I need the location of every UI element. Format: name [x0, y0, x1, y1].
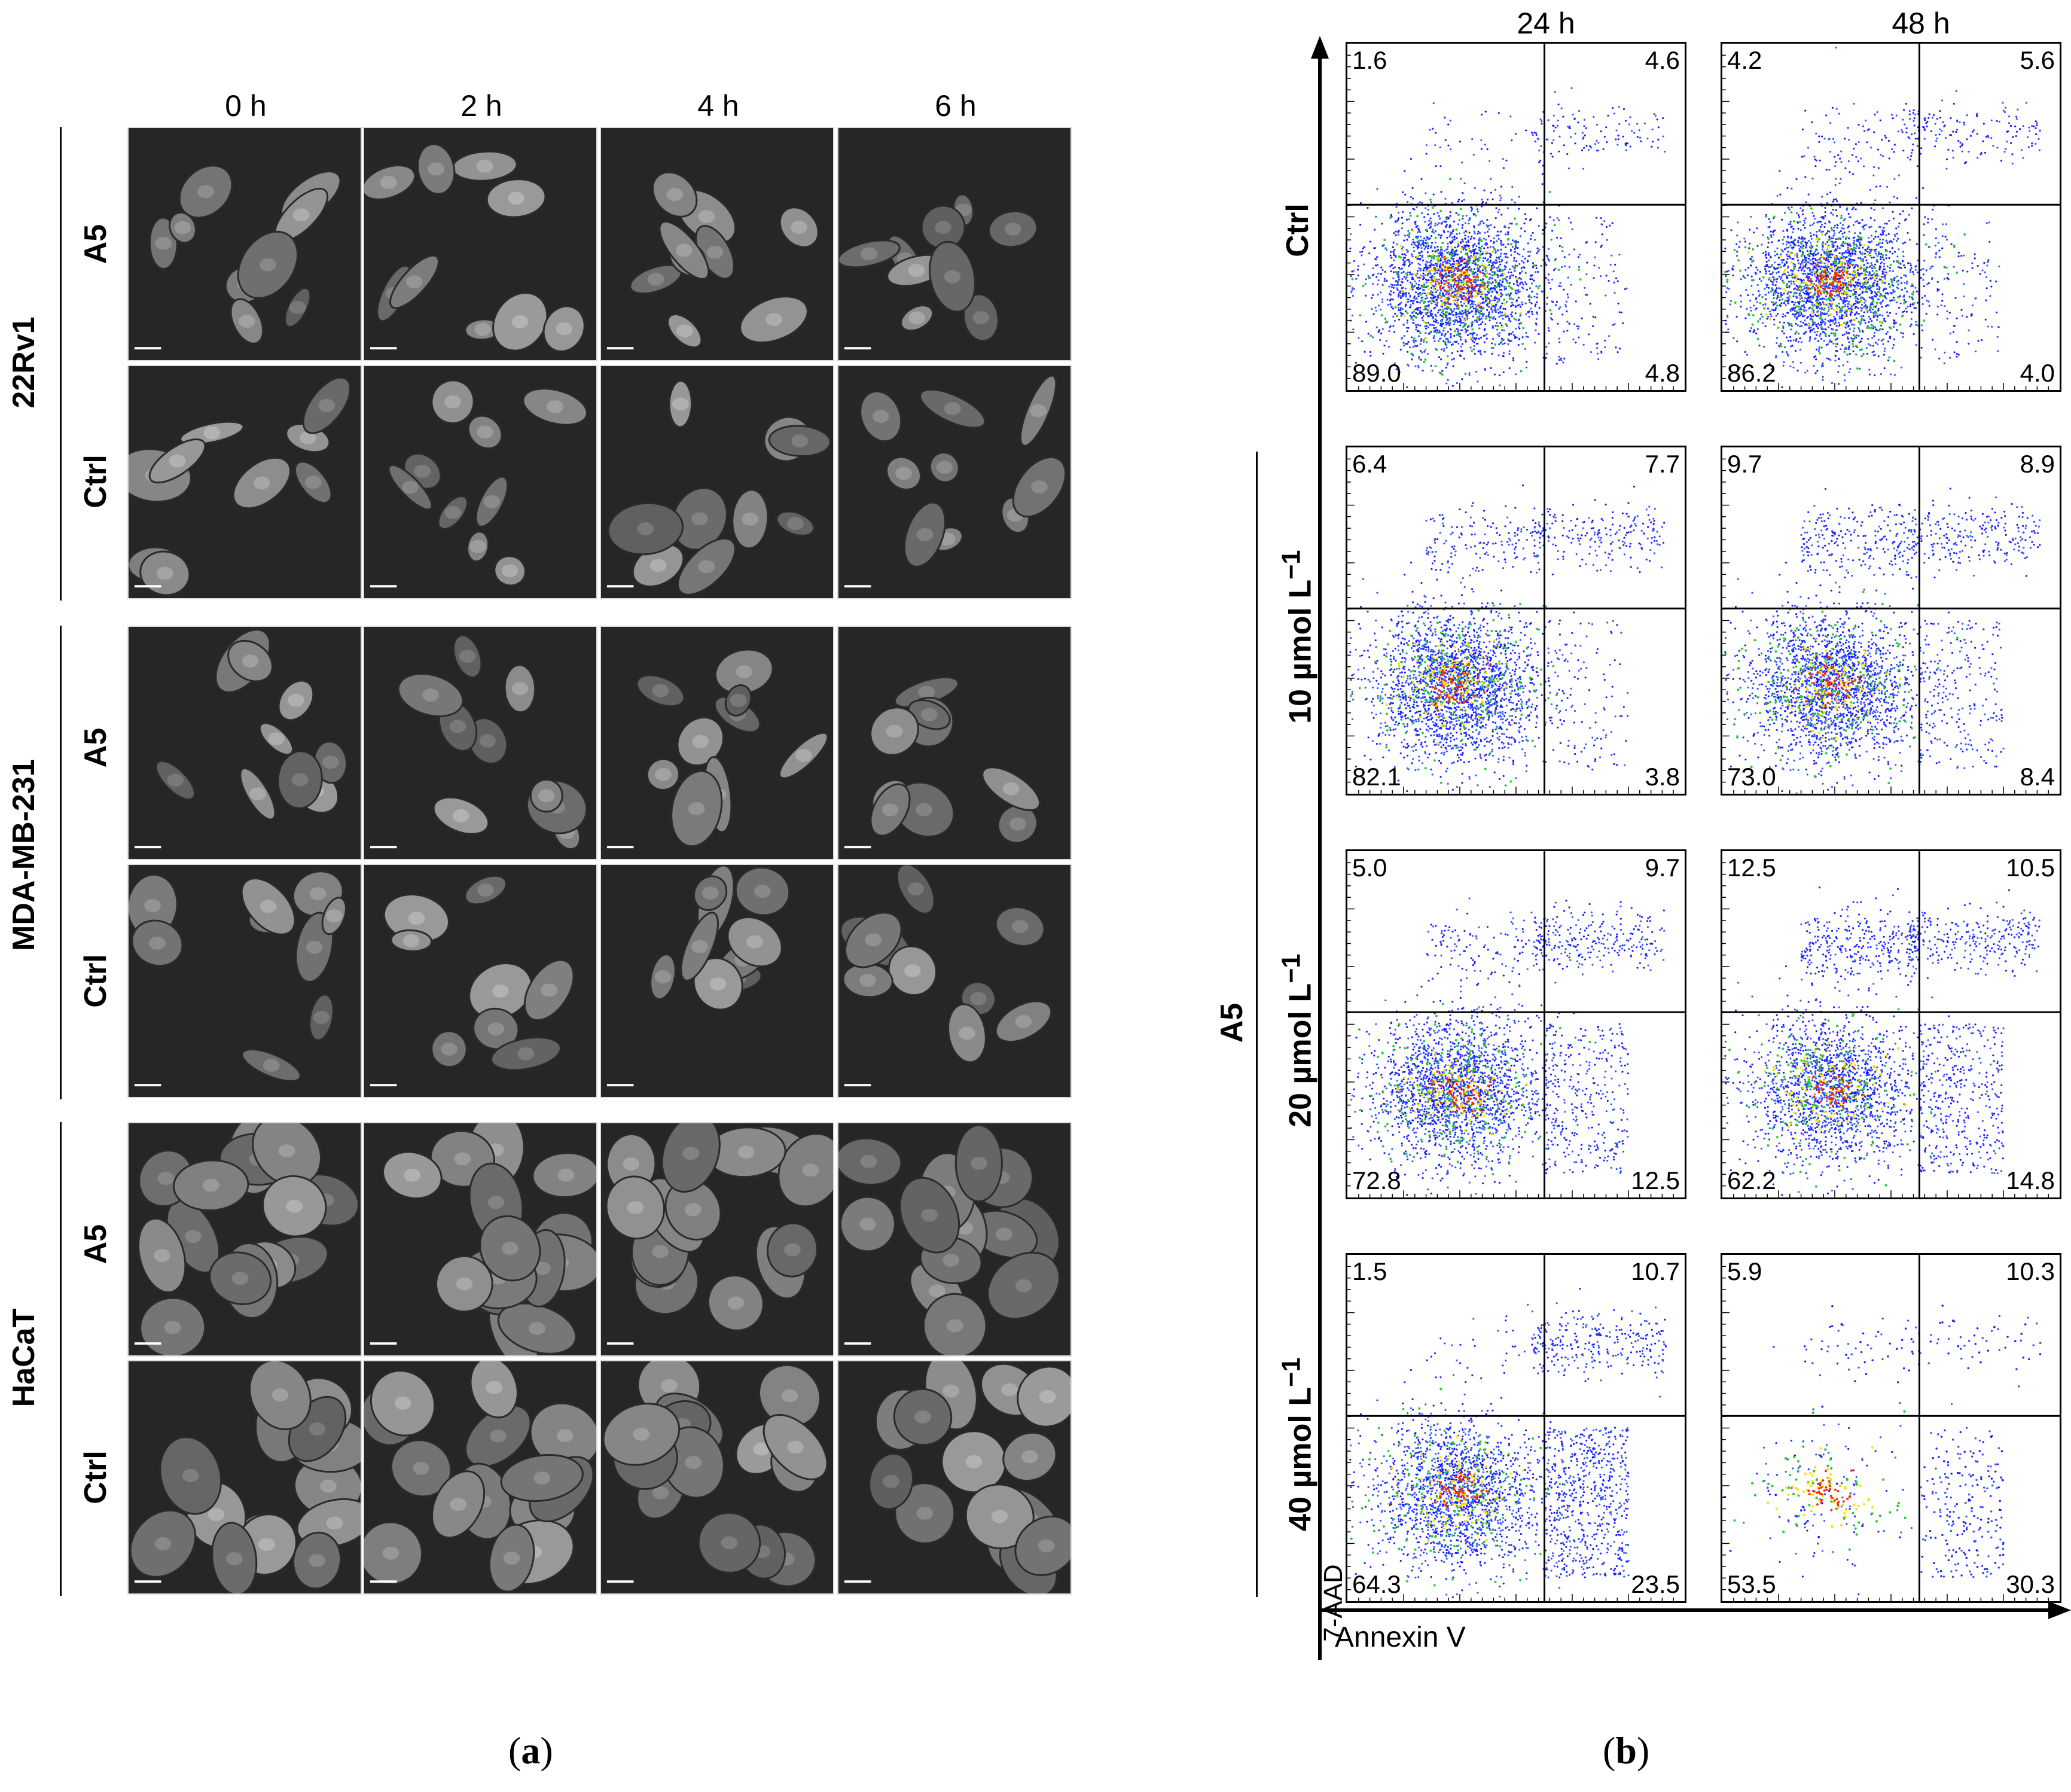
flow-plot: 9.7 8.9 73.0 8.4 [1721, 446, 2061, 796]
micrograph-tile [600, 1360, 834, 1595]
row-label-ctrl: Ctrl [1280, 170, 1316, 290]
quadrant-label-lower-left: 73.0 [1727, 763, 1776, 791]
quadrant-label-upper-left: 1.6 [1352, 46, 1387, 75]
micrograph-tile [127, 127, 362, 361]
quadrant-label-upper-left: 5.9 [1727, 1257, 1762, 1286]
micrograph-tile [600, 864, 834, 1098]
quadrant-label-upper-left: 12.5 [1727, 854, 1776, 882]
cell-line-label-22rv1: 22Rv1 [6, 273, 42, 452]
flow-plot: 1.5 10.7 64.3 23.5 [1346, 1253, 1686, 1603]
quadrant-label-upper-right: 4.6 [1645, 46, 1680, 75]
group-line-hacat [60, 1122, 62, 1596]
quadrant-label-lower-left: 64.3 [1352, 1570, 1401, 1599]
row-label-mdamb231-a5: A5 [78, 700, 114, 796]
row-label-22rv1-a5: A5 [78, 196, 114, 292]
micrograph-tile [363, 1122, 597, 1357]
quadrant-label-upper-left: 9.7 [1727, 450, 1762, 479]
row-label-hacat-ctrl: Ctrl [78, 1430, 114, 1525]
flow-plot: 5.0 9.7 72.8 12.5 [1346, 849, 1686, 1199]
micrograph-tile [837, 365, 1072, 599]
quadrant-label-lower-left: 89.0 [1352, 359, 1401, 388]
micrograph-tile [127, 365, 362, 599]
micrograph-tile [600, 127, 834, 361]
micrograph-tile [363, 365, 597, 599]
quadrant-label-upper-left: 1.5 [1352, 1257, 1387, 1286]
micrograph-tile [363, 626, 597, 860]
micrograph-tile [837, 127, 1072, 361]
row-label-mdamb231-ctrl: Ctrl [78, 933, 114, 1029]
micrograph-tile [363, 127, 597, 361]
quadrant-label-lower-right: 4.0 [2020, 359, 2055, 388]
group-line-mdamb231 [60, 626, 62, 1099]
row-label-10: 10 µmol L−1 [1277, 529, 1318, 745]
quadrant-label-upper-right: 10.5 [2006, 854, 2055, 882]
micrograph-tile [127, 864, 362, 1098]
quadrant-label-lower-left: 82.1 [1352, 763, 1401, 791]
micrograph-tile [127, 626, 362, 860]
group-line-22rv1 [60, 127, 62, 601]
quadrant-label-upper-right: 7.7 [1645, 450, 1680, 479]
micrograph-tile [837, 864, 1072, 1098]
row-label-40: 40 µmol L−1 [1277, 1337, 1318, 1552]
quadrant-label-lower-right: 30.3 [2006, 1570, 2055, 1599]
group-line-a5 [1256, 452, 1258, 1597]
quadrant-label-lower-right: 12.5 [1631, 1166, 1680, 1195]
quadrant-label-lower-left: 53.5 [1727, 1570, 1776, 1599]
micrograph-tile [127, 1360, 362, 1595]
time-label-6h: 6 h [837, 89, 1074, 123]
cell-line-label-hacat: HaCaT [6, 1268, 42, 1447]
quadrant-label-lower-left: 72.8 [1352, 1166, 1401, 1195]
flow-plot: 5.9 10.3 53.5 30.3 [1721, 1253, 2061, 1603]
axes-arrows [1311, 36, 2071, 1660]
flow-plot: 4.2 5.6 86.2 4.0 [1721, 42, 2061, 392]
y-axis-label: 7-AAD [1319, 1519, 1349, 1687]
quadrant-label-lower-right: 14.8 [2006, 1166, 2055, 1195]
caption-a: (a) [508, 1729, 553, 1773]
quadrant-label-upper-right: 8.9 [2020, 450, 2055, 479]
quadrant-label-lower-right: 3.8 [1645, 763, 1680, 791]
micrograph-tile [127, 1122, 362, 1357]
flow-plot: 1.6 4.6 89.0 4.8 [1346, 42, 1686, 392]
quadrant-label-lower-right: 23.5 [1631, 1570, 1680, 1599]
row-label-hacat-a5: A5 [78, 1196, 114, 1292]
micrograph-tile [837, 1360, 1072, 1595]
micrograph-tile [837, 1122, 1072, 1357]
quadrant-label-lower-left: 86.2 [1727, 359, 1776, 388]
quadrant-label-upper-left: 4.2 [1727, 46, 1762, 75]
quadrant-label-upper-right: 10.7 [1631, 1257, 1680, 1286]
time-label-24h: 24 h [1456, 6, 1636, 41]
micrograph-tile [363, 864, 597, 1098]
caption-b: (b) [1603, 1729, 1649, 1773]
micrograph-tile [600, 365, 834, 599]
quadrant-label-lower-right: 8.4 [2020, 763, 2055, 791]
quadrant-label-upper-left: 5.0 [1352, 854, 1387, 882]
row-label-22rv1-ctrl: Ctrl [78, 434, 114, 529]
time-label-2h: 2 h [363, 89, 600, 123]
micrograph-tile [363, 1360, 597, 1595]
cell-line-label-mdamb231: MDA-MB-231 [6, 759, 42, 951]
quadrant-label-upper-right: 5.6 [2020, 46, 2055, 75]
group-label-a5: A5 [1214, 963, 1250, 1083]
micrograph-tile [600, 1122, 834, 1357]
time-label-48h: 48 h [1831, 6, 2011, 41]
quadrant-label-upper-right: 9.7 [1645, 854, 1680, 882]
row-label-20: 20 µmol L−1 [1277, 933, 1318, 1148]
micrograph-tile [837, 626, 1072, 860]
quadrant-label-lower-right: 4.8 [1645, 359, 1680, 388]
time-label-0h: 0 h [127, 89, 364, 123]
quadrant-label-upper-left: 6.4 [1352, 450, 1387, 479]
flow-plot: 6.4 7.7 82.1 3.8 [1346, 446, 1686, 796]
quadrant-label-upper-right: 10.3 [2006, 1257, 2055, 1286]
time-label-4h: 4 h [600, 89, 837, 123]
quadrant-label-lower-left: 62.2 [1727, 1166, 1776, 1195]
x-axis-label: Annexin V [1335, 1621, 1466, 1654]
micrograph-tile [600, 626, 834, 860]
flow-plot: 12.5 10.5 62.2 14.8 [1721, 849, 2061, 1199]
